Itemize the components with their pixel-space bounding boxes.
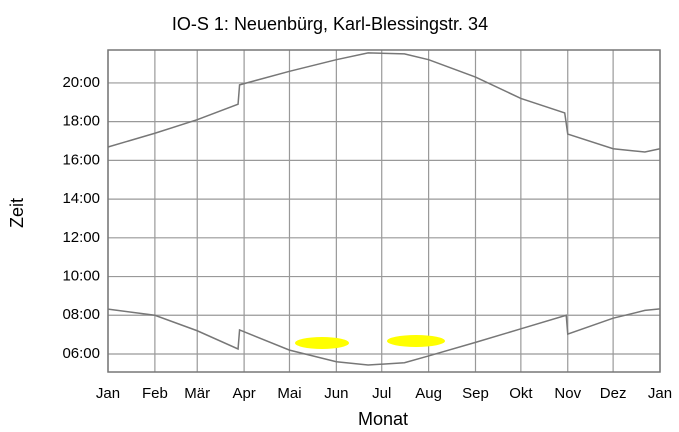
- x-axis-label: Monat: [358, 409, 408, 429]
- x-tick-label: Aug: [415, 385, 442, 402]
- y-tick-label: 06:00: [62, 345, 100, 362]
- x-tick-label: Apr: [232, 385, 255, 402]
- x-tick-label: Jun: [324, 385, 348, 402]
- x-tick-label: Dez: [600, 385, 627, 402]
- chart-title: IO-S 1: Neuenbürg, Karl-Blessingstr. 34: [172, 14, 488, 34]
- plot-frame: [107, 49, 661, 373]
- series-line: [107, 52, 661, 153]
- y-tick-label: 14:00: [62, 190, 100, 207]
- y-tick-label: 18:00: [62, 113, 100, 130]
- x-tick-label: Jan: [96, 385, 120, 402]
- series-line: [107, 308, 661, 366]
- y-tick-label: 16:00: [62, 151, 100, 168]
- x-tick-label: Mär: [184, 385, 210, 402]
- x-tick-label: Mai: [277, 385, 301, 402]
- x-tick-label: Jul: [372, 385, 391, 402]
- y-tick-label: 10:00: [62, 268, 100, 285]
- y-tick-label: 20:00: [62, 74, 100, 91]
- x-tick-label: Jan: [648, 385, 672, 402]
- plot-area: 06:00 08:00 10:00 12:00 14:00 16:00 18:00 20:00…: [62, 50, 672, 402]
- x-tick-label: Sep: [462, 385, 489, 402]
- x-tick-label: Okt: [509, 385, 533, 402]
- shadow-period: [387, 335, 445, 347]
- x-tick-label: Nov: [554, 385, 581, 402]
- y-tick-label: 08:00: [62, 306, 100, 323]
- x-tick-label: Feb: [142, 385, 168, 402]
- y-axis-label: Zeit: [7, 198, 27, 228]
- shadow-period: [295, 337, 349, 349]
- y-tick-label: 12:00: [62, 229, 100, 246]
